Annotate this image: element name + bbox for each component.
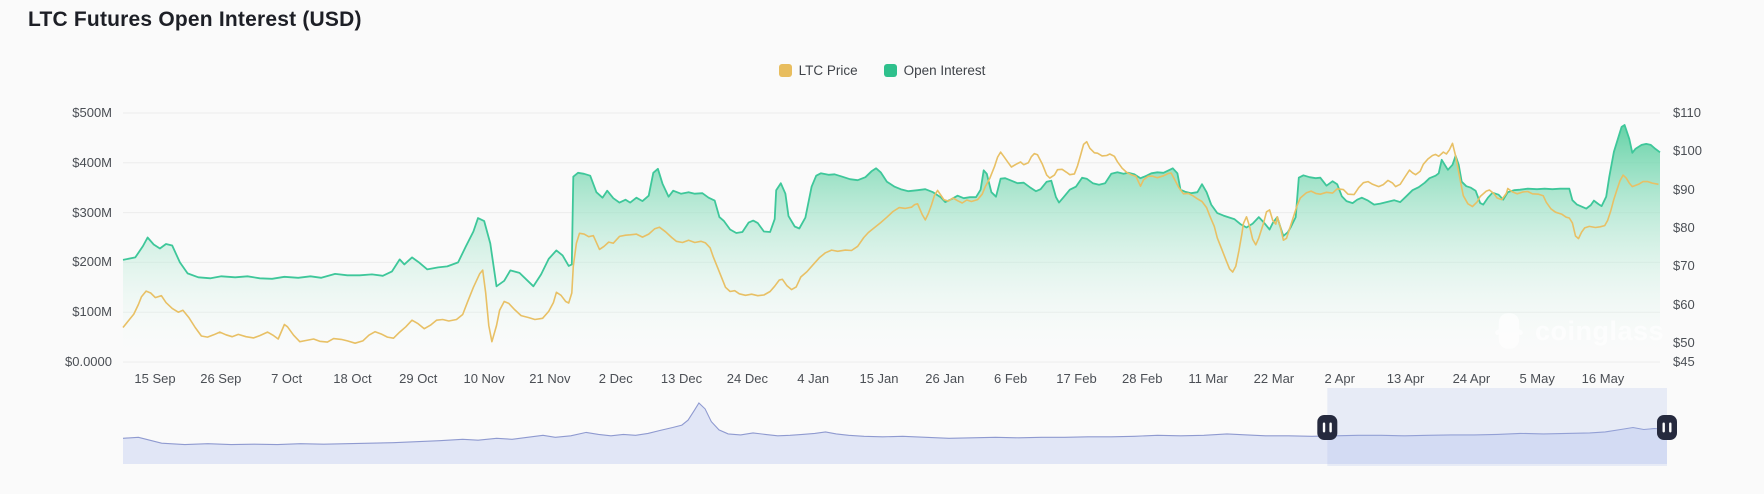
x-axis-tick: 22 Mar [1253,371,1295,386]
y-axis-left-tick: $0.0000 [65,354,112,369]
y-axis-right-tick: $70 [1673,258,1695,274]
legend-item-open-interest[interactable]: Open Interest [883,63,986,78]
x-axis-tick: 17 Feb [1056,371,1097,386]
x-axis-tick: 2 Dec [598,371,633,386]
x-axis-tick: 18 Oct [333,371,372,386]
navigator-selection[interactable] [1327,388,1667,466]
navigator-line [122,402,1668,446]
x-axis-tick: 26 Sep [200,371,242,386]
x-axis-tick: 28 Feb [1122,371,1163,386]
y-axis-left-tick: $200M [72,254,112,270]
x-axis-tick: 2 Apr [1324,371,1355,386]
x-axis-tick: 26 Jan [925,371,965,386]
x-axis-tick: 11 Mar [1188,371,1228,386]
pause-bar-icon [1329,422,1332,433]
y-axis-right-tick: $80 [1673,219,1695,235]
chart-legend: LTC Price Open Interest [0,63,1764,78]
y-axis-right-tick: $50 [1673,334,1695,350]
y-axis-left-tick: $300M [72,204,112,220]
page-title: LTC Futures Open Interest (USD) [28,8,362,31]
x-axis-tick: 15 Sep [134,371,176,386]
x-axis-tick: 10 Nov [463,371,505,386]
x-axis-tick: 24 Apr [1452,371,1491,386]
x-axis-tick: 21 Nov [529,371,571,386]
x-axis-tick: 16 May [1581,371,1625,386]
y-axis-left-tick: $500M [72,105,112,120]
x-axis-tick: 15 Jan [859,371,899,386]
x-axis-tick: 6 Feb [994,371,1028,386]
navigator-handle-left[interactable] [1317,415,1338,440]
pause-bar-icon [1669,422,1672,433]
open-interest-swatch-icon [883,64,897,77]
x-axis-tick: 29 Oct [399,371,438,386]
pause-bar-icon [1662,422,1665,433]
open-interest-line [122,124,1661,288]
legend-label-open-interest: Open Interest [903,63,986,78]
pause-bar-icon [1322,422,1326,433]
x-axis-tick: 7 Oct [271,371,303,386]
y-axis-right-tick: $100 [1673,143,1702,159]
x-axis-tick: 13 Dec [660,371,703,386]
plot-area[interactable] [123,113,1660,362]
x-axis-tick: 5 May [1519,371,1555,386]
y-axis-left-tick: $100M [72,304,112,320]
x-axis-tick: 13 Apr [1386,371,1425,386]
navigator-area[interactable] [123,403,1667,464]
y-axis-left-tick: $400M [72,154,112,170]
y-axis-right-tick: $90 [1673,181,1695,197]
legend-item-ltc-price[interactable]: LTC Price [778,63,858,78]
navigator-handle-right[interactable] [1657,415,1677,440]
legend-label-ltc-price: LTC Price [798,63,858,78]
y-axis-right-tick: $45 [1673,354,1695,369]
ltc-price-swatch-icon [778,64,792,77]
x-axis-tick: 24 Dec [726,371,768,386]
x-axis-tick: 4 Jan [797,371,830,386]
y-axis-right-tick: $110 [1673,105,1701,120]
y-axis-right-tick: $60 [1673,296,1695,312]
ltc-price-line [122,140,1659,344]
